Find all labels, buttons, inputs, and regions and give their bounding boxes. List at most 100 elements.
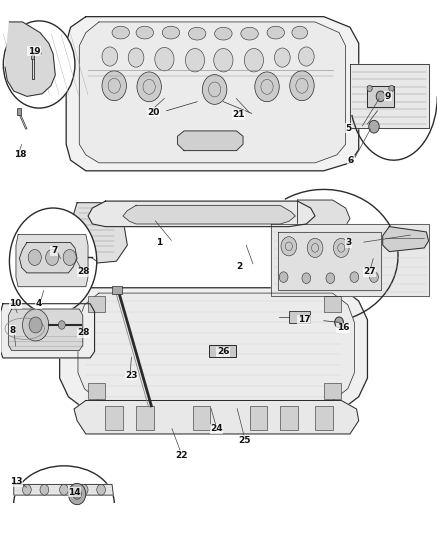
Circle shape	[370, 272, 378, 282]
Circle shape	[68, 483, 86, 505]
Text: 5: 5	[346, 124, 352, 133]
Polygon shape	[367, 86, 394, 107]
Bar	[289, 311, 310, 323]
Circle shape	[376, 91, 385, 102]
Circle shape	[40, 484, 49, 495]
Circle shape	[185, 49, 205, 72]
Circle shape	[302, 273, 311, 284]
Bar	[280, 406, 297, 430]
Ellipse shape	[162, 26, 180, 39]
Polygon shape	[123, 205, 295, 224]
Polygon shape	[60, 288, 367, 410]
Circle shape	[137, 72, 161, 102]
Polygon shape	[383, 227, 428, 252]
Polygon shape	[350, 64, 428, 128]
Circle shape	[307, 238, 323, 257]
Bar	[17, 108, 21, 115]
Ellipse shape	[215, 27, 232, 40]
Text: 22: 22	[175, 451, 188, 460]
Circle shape	[369, 120, 379, 133]
Text: 17: 17	[297, 315, 310, 324]
Circle shape	[290, 71, 314, 101]
Text: 6: 6	[348, 156, 354, 165]
Circle shape	[102, 47, 118, 66]
Text: 3: 3	[346, 238, 352, 247]
Circle shape	[335, 317, 343, 328]
Circle shape	[102, 71, 127, 101]
Polygon shape	[66, 17, 359, 171]
Polygon shape	[272, 224, 428, 296]
Polygon shape	[79, 22, 346, 163]
Ellipse shape	[292, 26, 307, 39]
Polygon shape	[5, 22, 55, 96]
Text: 20: 20	[147, 108, 159, 117]
Circle shape	[155, 47, 174, 71]
Bar	[136, 406, 153, 430]
Circle shape	[214, 49, 233, 72]
Circle shape	[128, 48, 144, 67]
Polygon shape	[74, 400, 359, 434]
Ellipse shape	[112, 26, 130, 39]
Text: 28: 28	[77, 268, 90, 276]
Text: 8: 8	[10, 326, 16, 335]
Text: 1: 1	[155, 238, 162, 247]
Circle shape	[97, 484, 106, 495]
Circle shape	[202, 75, 227, 104]
Text: 24: 24	[210, 424, 223, 433]
Bar	[31, 55, 34, 59]
Text: 27: 27	[363, 268, 376, 276]
Circle shape	[58, 321, 65, 329]
Ellipse shape	[267, 26, 285, 39]
Circle shape	[60, 484, 68, 495]
Bar	[106, 406, 123, 430]
Circle shape	[22, 484, 31, 495]
Circle shape	[46, 249, 59, 265]
Ellipse shape	[241, 27, 258, 40]
Text: 9: 9	[385, 92, 391, 101]
Text: 26: 26	[217, 347, 230, 356]
Text: 16: 16	[337, 323, 350, 332]
Circle shape	[389, 85, 394, 92]
Polygon shape	[9, 309, 83, 351]
Circle shape	[22, 309, 49, 341]
Polygon shape	[278, 232, 381, 290]
Text: 10: 10	[10, 299, 22, 308]
Text: 4: 4	[35, 299, 42, 308]
Bar	[315, 406, 332, 430]
Bar	[324, 296, 341, 312]
Circle shape	[326, 273, 335, 284]
Circle shape	[73, 489, 81, 499]
Text: 13: 13	[11, 478, 23, 486]
Polygon shape	[177, 131, 243, 151]
Text: 25: 25	[239, 436, 251, 445]
Text: 14: 14	[68, 488, 81, 497]
Text: 23: 23	[125, 371, 138, 380]
Polygon shape	[14, 484, 113, 495]
Text: 2: 2	[237, 262, 243, 271]
Text: 19: 19	[28, 47, 40, 55]
Circle shape	[281, 237, 297, 256]
Bar	[88, 383, 106, 399]
Polygon shape	[68, 203, 127, 264]
Circle shape	[298, 47, 314, 66]
Circle shape	[350, 272, 359, 282]
Polygon shape	[1, 304, 95, 358]
Bar	[250, 406, 267, 430]
Ellipse shape	[188, 27, 206, 40]
Circle shape	[279, 272, 288, 282]
Circle shape	[10, 208, 97, 314]
Text: 28: 28	[77, 328, 90, 337]
Bar	[193, 406, 210, 430]
Polygon shape	[78, 293, 354, 400]
Circle shape	[367, 85, 372, 92]
Bar	[324, 383, 341, 399]
Circle shape	[79, 484, 88, 495]
Polygon shape	[19, 243, 77, 273]
Ellipse shape	[136, 26, 153, 39]
Circle shape	[4, 21, 75, 108]
Text: 21: 21	[232, 110, 244, 119]
Polygon shape	[88, 201, 315, 227]
Circle shape	[28, 249, 41, 265]
Text: 7: 7	[51, 246, 57, 255]
Bar	[88, 296, 106, 312]
